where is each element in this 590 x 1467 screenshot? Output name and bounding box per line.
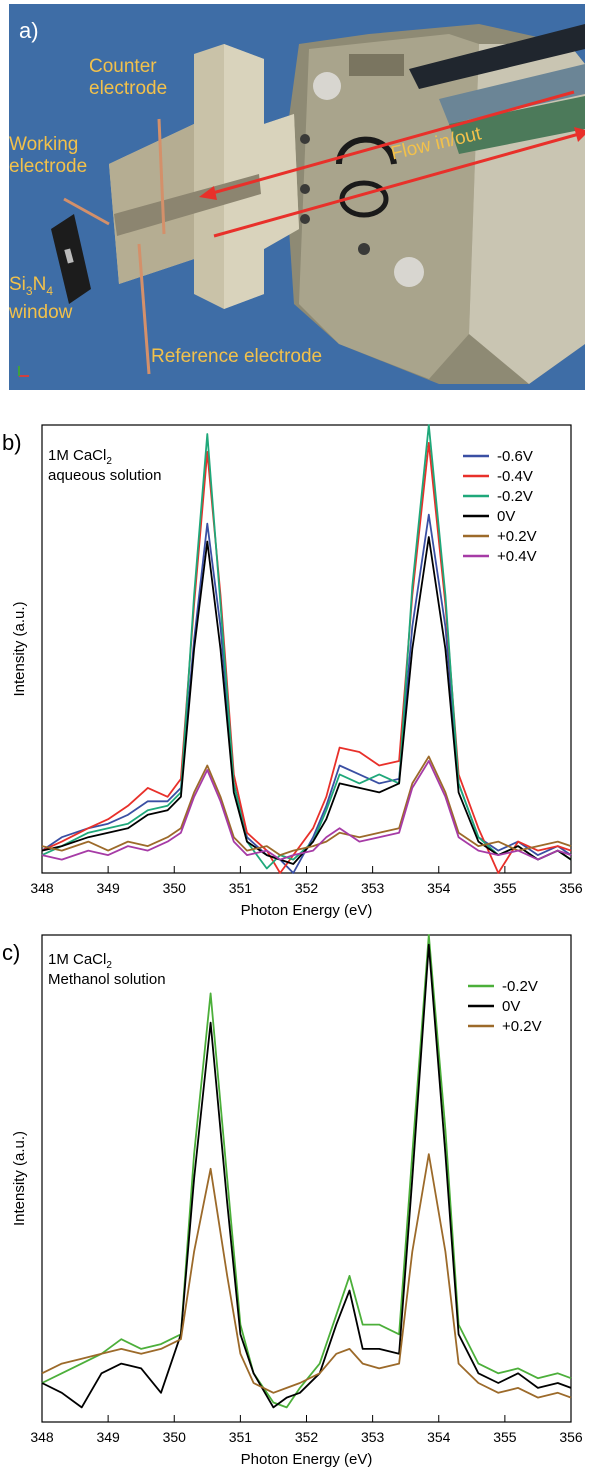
x-tick-label: 350 xyxy=(163,1429,187,1445)
reference-electrode-wire xyxy=(137,243,151,375)
x-axis-label: Photon Energy (eV) xyxy=(241,1451,373,1467)
x-tick-label: 351 xyxy=(229,880,253,896)
legend-label: -0.2V xyxy=(502,978,538,995)
legend-label: 0V xyxy=(497,508,515,525)
x-tick-label: 351 xyxy=(229,1429,253,1445)
series-line--0.4V xyxy=(41,442,572,874)
legend-label: +0.2V xyxy=(497,528,537,545)
window-membrane xyxy=(64,248,74,264)
x-tick-label: 348 xyxy=(30,1429,54,1445)
reference-electrode-label: Reference electrode xyxy=(151,346,323,367)
y-axis-label: Intensity (a.u.) xyxy=(11,1131,28,1226)
panel-a-letter: a) xyxy=(19,18,39,43)
spring xyxy=(349,54,404,76)
flow-cell-face xyxy=(299,34,479,379)
legend-label: +0.4V xyxy=(497,548,537,565)
series-line-0V xyxy=(41,943,572,1409)
annotation-line-2: Methanol solution xyxy=(48,971,166,988)
x-tick-label: 348 xyxy=(30,880,54,896)
series-line--0.6V xyxy=(41,513,572,874)
working-electrode-label: Working electrode xyxy=(9,134,88,177)
working-electrode-wire xyxy=(63,197,110,226)
series-line-+0.2V xyxy=(41,755,572,856)
chart-b: 348 349 350 351 352 353 354 355 356 Photon Energy… xyxy=(0,420,590,920)
cell-drawing xyxy=(18,24,585,384)
y-axis-label: Intensity (a.u.) xyxy=(11,601,28,696)
annotation-line-1: 1M CaCl2 xyxy=(48,951,112,971)
x-tick-label: 353 xyxy=(361,880,385,896)
x-tick-label: 349 xyxy=(96,880,120,896)
tube-dark xyxy=(409,24,585,89)
series-line-+0.4V xyxy=(41,760,572,861)
electrode-block-side xyxy=(224,44,299,309)
plot-frame xyxy=(41,424,572,874)
chart-c-svg: 348 349 350 351 352 353 354 355 356 Photon Energy… xyxy=(2,934,583,1467)
arrowhead-icon xyxy=(574,127,585,142)
legend-label: 0V xyxy=(502,998,520,1015)
legend-label: -0.4V xyxy=(497,468,533,485)
hole-icon xyxy=(300,214,310,224)
legend-label: -0.6V xyxy=(497,448,533,465)
flow-arrow-in xyxy=(208,90,575,196)
bolt-icon xyxy=(313,72,341,100)
counter-electrode-label: Counter electrode xyxy=(89,56,168,99)
x-tick-label: 350 xyxy=(163,880,187,896)
x-axis-label: Photon Energy (eV) xyxy=(241,902,373,919)
chart-c: 348 349 350 351 352 353 354 355 356 Photon Energy… xyxy=(0,930,590,1467)
x-tick-label: 355 xyxy=(493,1429,517,1445)
arrowhead-icon xyxy=(199,186,217,200)
window-label: Si3N4 window xyxy=(9,274,73,323)
tube-green xyxy=(449,96,585,154)
x-tick-label: 354 xyxy=(427,1429,451,1445)
legend-label: -0.2V xyxy=(497,488,533,505)
hole-icon xyxy=(300,184,310,194)
chart-b-svg: 348 349 350 351 352 353 354 355 356 Photon Energy… xyxy=(2,424,583,919)
series-line--0.2V xyxy=(41,934,572,1409)
electrochemical-cell-illustration: a) Counter electrode Working electrode S… xyxy=(9,4,585,390)
x-tick-label: 356 xyxy=(559,1429,583,1445)
hole-icon xyxy=(300,134,310,144)
series-line-0V xyxy=(41,536,572,865)
panel-letter: c) xyxy=(2,940,20,965)
x-tick-label: 356 xyxy=(559,880,583,896)
legend-label: +0.2V xyxy=(502,1018,542,1035)
series-line--0.2V xyxy=(41,424,572,870)
hole-icon xyxy=(358,243,370,255)
flow-arrow-out xyxy=(213,132,580,238)
bolt-icon xyxy=(394,257,424,287)
x-tick-label: 354 xyxy=(427,880,451,896)
x-tick-label: 355 xyxy=(493,880,517,896)
tube-grey xyxy=(439,64,585,124)
panel-letter: b) xyxy=(2,430,22,455)
annotation-line-2: aqueous solution xyxy=(48,467,161,484)
x-tick-label: 349 xyxy=(96,1429,120,1445)
o-ring xyxy=(336,136,397,165)
x-tick-label: 352 xyxy=(295,880,319,896)
counter-electrode-wire xyxy=(157,118,166,235)
x-tick-label: 352 xyxy=(295,1429,319,1445)
x-tick-label: 353 xyxy=(361,1429,385,1445)
series-line-+0.2V xyxy=(41,1153,572,1399)
annotation-line-1: 1M CaCl2 xyxy=(48,447,112,467)
